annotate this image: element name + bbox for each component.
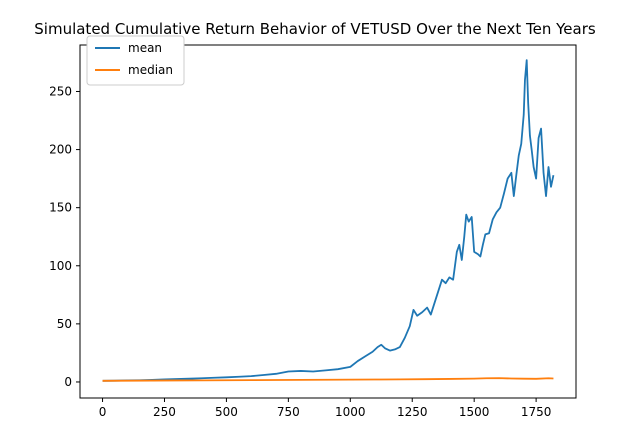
y-axis: 0 50 100 150 200 250: [49, 84, 80, 389]
x-tick-label-1250: 1250: [397, 405, 428, 419]
legend-median-label: median: [128, 63, 173, 77]
series-layer: [102, 59, 555, 382]
x-tick-label-1000: 1000: [335, 405, 366, 419]
x-tick-label-1750: 1750: [521, 405, 552, 419]
y-tick-label-200: 200: [49, 143, 72, 157]
legend-mean-label: mean: [128, 41, 162, 55]
series-line-median: [102, 377, 554, 382]
legend: mean median: [86, 35, 185, 86]
plot-area: [79, 44, 577, 399]
y-tick-label-50: 50: [57, 317, 72, 331]
chart-title: Simulated Cumulative Return Behavior of …: [34, 20, 596, 38]
x-tick-label-0: 0: [99, 405, 107, 419]
x-tick-label-1500: 1500: [459, 405, 490, 419]
axes-frame: [79, 44, 577, 399]
y-tick-label-250: 250: [49, 84, 72, 98]
y-tick-label-100: 100: [49, 259, 72, 273]
x-tick-label-500: 500: [215, 405, 238, 419]
y-tick-label-0: 0: [64, 375, 72, 389]
series-line-mean: [102, 59, 555, 382]
x-axis: 0 250 500 750 1000 1250 1500 1750: [99, 398, 552, 419]
x-tick-label-250: 250: [153, 405, 176, 419]
y-tick-label-150: 150: [49, 201, 72, 215]
x-tick-label-750: 750: [277, 405, 300, 419]
